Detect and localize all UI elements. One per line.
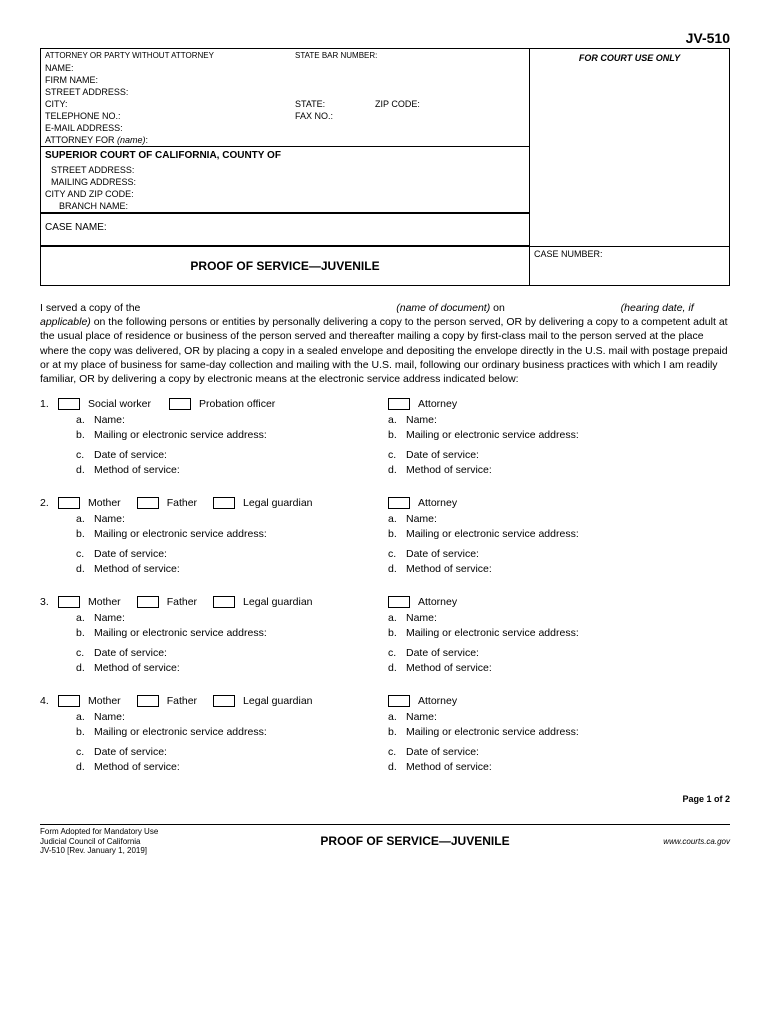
city-label: CITY: bbox=[45, 99, 295, 109]
section-1: 1. Social worker Probation officer a.Nam… bbox=[40, 398, 730, 479]
firm-label: FIRM NAME: bbox=[45, 75, 98, 85]
email-label: E-MAIL ADDRESS: bbox=[45, 123, 123, 133]
state-label: STATE: bbox=[295, 99, 375, 109]
intro-text: I served a copy of the (name of document… bbox=[40, 301, 730, 386]
court-mailing: MAILING ADDRESS: bbox=[51, 177, 136, 187]
zip-label: ZIP CODE: bbox=[375, 99, 420, 109]
checkbox-attorney[interactable] bbox=[388, 497, 410, 509]
form-number: JV-510 bbox=[40, 30, 730, 46]
social-worker-label: Social worker bbox=[88, 398, 151, 410]
attorney-label: Attorney bbox=[418, 398, 457, 410]
checkbox-social-worker[interactable] bbox=[58, 398, 80, 410]
doc-title: PROOF OF SERVICE—JUVENILE bbox=[41, 247, 529, 285]
court-title: SUPERIOR COURT OF CALIFORNIA, COUNTY OF bbox=[41, 147, 529, 164]
section-4: 4. Mother Father Legal guardian a.Name: … bbox=[40, 695, 730, 776]
checkbox-guardian[interactable] bbox=[213, 695, 235, 707]
checkbox-guardian[interactable] bbox=[213, 497, 235, 509]
checkbox-mother[interactable] bbox=[58, 497, 80, 509]
checkbox-mother[interactable] bbox=[58, 596, 80, 608]
page-number: Page 1 of 2 bbox=[40, 794, 730, 804]
checkbox-father[interactable] bbox=[137, 497, 159, 509]
footer: Form Adopted for Mandatory Use Judicial … bbox=[40, 827, 730, 856]
state-bar-label: STATE BAR NUMBER: bbox=[295, 51, 377, 60]
name-field: Name: bbox=[94, 414, 125, 426]
case-number-label: CASE NUMBER: bbox=[529, 247, 729, 285]
checkbox-father[interactable] bbox=[137, 695, 159, 707]
tel-label: TELEPHONE NO.: bbox=[45, 111, 295, 121]
checkbox-father[interactable] bbox=[137, 596, 159, 608]
court-street: STREET ADDRESS: bbox=[51, 165, 134, 175]
checkbox-attorney[interactable] bbox=[388, 398, 410, 410]
case-name-row: CASE NAME: bbox=[41, 213, 529, 246]
fax-label: FAX NO.: bbox=[295, 111, 333, 121]
court-cityzip: CITY AND ZIP CODE: bbox=[45, 189, 134, 199]
name-label: NAME: bbox=[45, 63, 74, 73]
section-2: 2. Mother Father Legal guardian a.Name: … bbox=[40, 497, 730, 578]
checkbox-attorney[interactable] bbox=[388, 596, 410, 608]
probation-label: Probation officer bbox=[199, 398, 275, 410]
mailing-field: Mailing or electronic service address: bbox=[94, 429, 267, 441]
attorney-label: ATTORNEY OR PARTY WITHOUT ATTORNEY bbox=[45, 51, 295, 60]
court-branch: BRANCH NAME: bbox=[59, 201, 128, 211]
date-field: Date of service: bbox=[94, 449, 167, 461]
footer-url: www.courts.ca.gov bbox=[610, 837, 730, 846]
method-field: Method of service: bbox=[94, 464, 180, 476]
court-use-label: FOR COURT USE ONLY bbox=[530, 49, 729, 67]
checkbox-attorney[interactable] bbox=[388, 695, 410, 707]
header-box: ATTORNEY OR PARTY WITHOUT ATTORNEY STATE… bbox=[40, 48, 730, 247]
street-label: STREET ADDRESS: bbox=[45, 87, 128, 97]
checkbox-guardian[interactable] bbox=[213, 596, 235, 608]
footer-rev: JV-510 [Rev. January 1, 2019] bbox=[40, 846, 220, 856]
section-number: 1. bbox=[40, 398, 58, 479]
footer-title: PROOF OF SERVICE—JUVENILE bbox=[220, 834, 610, 848]
section-3: 3. Mother Father Legal guardian a.Name: … bbox=[40, 596, 730, 677]
footer-council: Judicial Council of California bbox=[40, 837, 220, 847]
checkbox-probation[interactable] bbox=[169, 398, 191, 410]
footer-adopted: Form Adopted for Mandatory Use bbox=[40, 827, 220, 837]
attorney-for-label: ATTORNEY FOR (name): bbox=[45, 135, 148, 145]
case-name-label: CASE NAME: bbox=[45, 222, 107, 233]
checkbox-mother[interactable] bbox=[58, 695, 80, 707]
